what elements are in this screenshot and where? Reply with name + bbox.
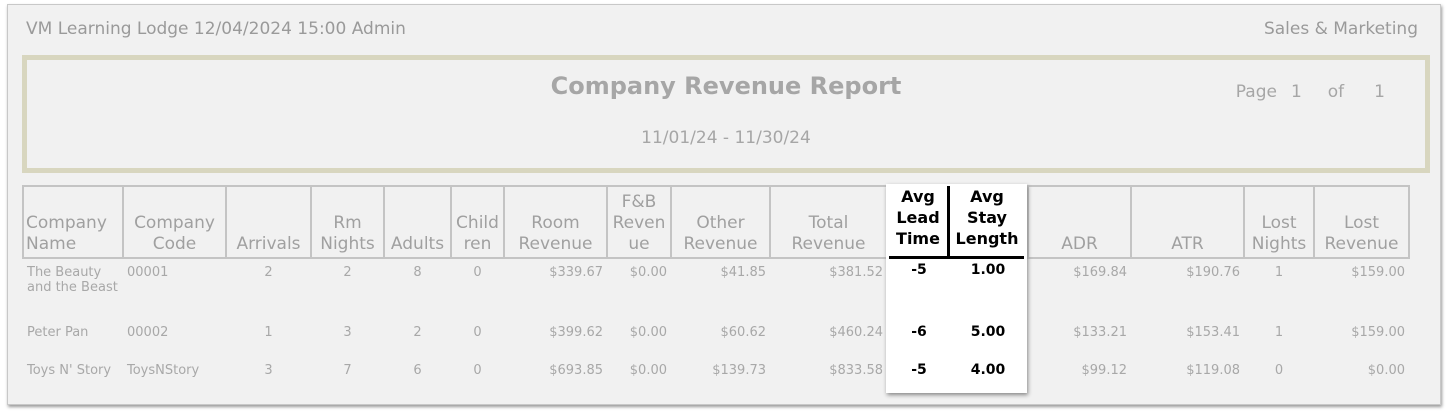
table-row: Toys N' Story ToysNStory 3 7 6 0 $693.85 $0.00 $…: [23, 357, 1409, 393]
col-header-avg-stay-length: Avg Stay Length: [950, 186, 1024, 259]
col-header: Company Name: [22, 185, 124, 259]
cell-children: 0: [473, 363, 482, 378]
cell-arrivals: 3: [264, 363, 273, 378]
col-header: Adults: [383, 185, 452, 259]
cell-arrivals: 1: [264, 325, 273, 340]
col-header: F&B Reven ue: [606, 185, 672, 259]
table-header-row: Company Name Company Code Arrivals Rm Night…: [22, 185, 1410, 259]
page-number: 1: [1290, 82, 1302, 102]
avg-lead-time-cell: -5: [911, 262, 927, 278]
avg-columns-highlight: Avg Lead Time Avg Stay Length -5 1.00 -6…: [886, 184, 1027, 393]
col-header: Lost Nights: [1243, 185, 1315, 259]
cell-children: 0: [473, 325, 482, 340]
cell-atr: $190.76: [1186, 265, 1240, 280]
cell-total-rev: $833.58: [829, 363, 883, 378]
col-header: Child ren: [450, 185, 505, 259]
table-row: Peter Pan 00002 1 3 2 0 $399.62 $0.00 $60.62 $460…: [23, 319, 1409, 357]
cell-adr: $169.84: [1073, 265, 1127, 280]
cell-adr: $133.21: [1073, 325, 1127, 340]
col-header: Company Code: [122, 185, 227, 259]
page-label: Page: [1235, 82, 1277, 102]
cell-lost-rev: $159.00: [1351, 265, 1405, 280]
col-header: ADR: [1027, 185, 1132, 259]
col-header: Lost Revenue: [1313, 185, 1410, 259]
total-pages: 1: [1374, 82, 1385, 102]
cell-lost-rev: $159.00: [1351, 325, 1405, 340]
cell-name: The Beauty and the Beast: [27, 265, 118, 295]
col-header: Room Revenue: [503, 185, 608, 259]
cell-total-rev: $460.24: [829, 325, 883, 340]
table-row: The Beauty and the Beast 00001 2 2 8 0 $339.67…: [23, 258, 1409, 319]
cell-code: 00001: [127, 265, 169, 280]
col-header: Rm Nights: [310, 185, 385, 259]
cell-lost-nights: 1: [1274, 325, 1284, 340]
cell-fb-rev: $0.00: [629, 325, 667, 340]
page-indicator: Page 1 of 1: [1222, 82, 1385, 102]
cell-adults: 8: [413, 265, 422, 280]
cell-arrivals: 2: [264, 265, 273, 280]
col-header: ATR: [1130, 185, 1245, 259]
cell-lost-nights: 1: [1274, 265, 1284, 280]
col-header: Total Revenue: [769, 185, 888, 259]
avg-lead-time-cell: -5: [911, 362, 927, 378]
header-department: Sales & Marketing: [1263, 19, 1418, 39]
cell-total-rev: $381.52: [829, 265, 883, 280]
cell-code: 00002: [127, 325, 169, 340]
col-header: Other Revenue: [670, 185, 771, 259]
cell-code: ToysNStory: [127, 363, 200, 378]
revenue-table: Company Name Company Code Arrivals Rm Night…: [22, 185, 1410, 393]
cell-atr: $119.08: [1186, 363, 1240, 378]
cell-rm-nights: 3: [343, 325, 352, 340]
cell-other-rev: $139.73: [712, 363, 766, 378]
cell-adults: 6: [413, 363, 422, 378]
report-title: Company Revenue Report: [550, 72, 902, 100]
avg-lead-time-cell: -6: [911, 324, 927, 340]
cell-rm-nights: 2: [343, 265, 352, 280]
cell-lost-rev: $0.00: [1367, 363, 1405, 378]
avg-stay-length-cell: 5.00: [970, 324, 1006, 340]
of-label: of: [1327, 82, 1345, 102]
cell-adults: 2: [413, 325, 422, 340]
cell-atr: $153.41: [1186, 325, 1240, 340]
cell-name: Peter Pan: [27, 325, 89, 340]
cell-room-rev: $693.85: [549, 363, 603, 378]
cell-other-rev: $60.62: [720, 325, 767, 340]
avg-stay-length-cell: 1.00: [970, 262, 1006, 278]
report-date-range: 11/01/24 - 11/30/24: [641, 128, 811, 148]
cell-children: 0: [473, 265, 482, 280]
avg-stay-length-cell: 4.00: [970, 362, 1006, 378]
col-header: Arrivals: [225, 185, 312, 259]
cell-rm-nights: 7: [343, 363, 352, 378]
cell-adr: $99.12: [1081, 363, 1128, 378]
cell-fb-rev: $0.00: [629, 265, 667, 280]
cell-room-rev: $399.62: [549, 325, 603, 340]
report-title-box: Company Revenue Report 11/01/24 - 11/30/…: [22, 55, 1430, 173]
cell-other-rev: $41.85: [720, 265, 767, 280]
header-info: VM Learning Lodge 12/04/2024 15:00 Admin: [26, 19, 406, 39]
cell-fb-rev: $0.00: [629, 363, 667, 378]
cell-room-rev: $339.67: [549, 265, 603, 280]
col-header-avg-lead-time: Avg Lead Time: [889, 186, 950, 259]
cell-name: Toys N' Story: [27, 363, 112, 378]
cell-lost-nights: 0: [1274, 363, 1284, 378]
